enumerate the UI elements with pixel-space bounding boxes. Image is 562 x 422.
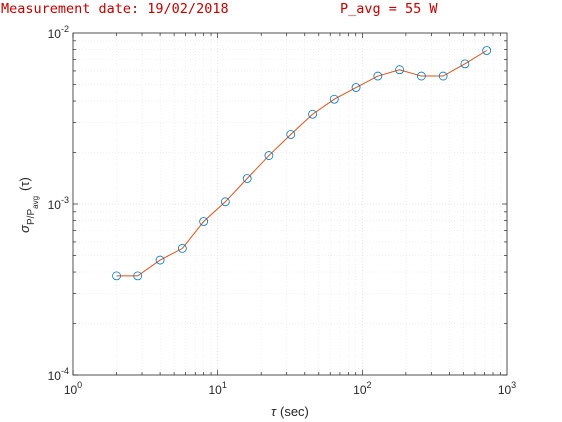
x-tick-label: 103: [498, 380, 516, 397]
y-tick-exponent: -4: [61, 366, 69, 376]
data-point: [177, 243, 187, 253]
y-axis-label: σP/Pavg (τ): [17, 177, 40, 233]
x-tick-base: 10: [208, 383, 222, 397]
y-tick-label: 10-2: [48, 24, 69, 41]
data-point: [351, 83, 361, 92]
x-axis-unit: (sec): [280, 404, 309, 419]
data-point: [264, 151, 274, 160]
measurement-date-label: Measurement date: 19/02/2018: [1, 1, 229, 17]
y-tick-label: 10-3: [48, 195, 69, 212]
data-point: [460, 59, 470, 69]
y-axis-subsubscript: avg: [31, 196, 40, 209]
y-tick-label: 10-4: [48, 366, 69, 383]
data-point: [373, 71, 383, 81]
x-tick-labels: 100 101 102 103: [64, 380, 516, 397]
x-tick-exponent: 2: [367, 380, 372, 390]
x-tick-label: 102: [353, 380, 371, 397]
x-tick-label: 100: [64, 380, 82, 397]
x-tick-label: 101: [208, 380, 226, 397]
data-point: [220, 197, 230, 207]
axes-box: [72, 32, 508, 376]
data-point: [112, 271, 121, 281]
x-axis-symbol: τ: [271, 404, 277, 419]
y-tick-base: 10: [48, 27, 62, 41]
average-power-label: P_avg = 55 W: [340, 1, 438, 17]
tick-marks: [72, 33, 507, 376]
data-point: [242, 174, 252, 183]
data-point: [199, 217, 209, 226]
y-tick-base: 10: [48, 198, 62, 212]
x-tick-exponent: 0: [77, 380, 82, 390]
x-tick-base: 10: [64, 383, 78, 397]
x-tick-base: 10: [498, 383, 512, 397]
data-point: [329, 94, 339, 104]
grid-lines: [73, 33, 507, 375]
data-point: [133, 271, 143, 281]
x-axis-label: τ (sec): [271, 404, 309, 419]
y-axis-argument: (τ): [17, 177, 32, 191]
y-axis-subscript: P/P: [26, 209, 37, 225]
y-tick-exponent: -3: [61, 195, 69, 205]
y-tick-exponent: -2: [61, 24, 69, 34]
y-axis-symbol: σ: [17, 224, 32, 233]
data-point: [482, 46, 492, 55]
data-point: [155, 255, 165, 265]
chart-header: Measurement date: 19/02/2018 P_avg = 55 …: [0, 0, 562, 20]
x-tick-exponent: 3: [511, 380, 516, 390]
x-tick-exponent: 1: [222, 380, 227, 390]
data-point: [395, 65, 405, 75]
y-tick-labels: 10-410-310-2: [48, 24, 69, 383]
data-point: [308, 109, 317, 119]
y-tick-base: 10: [48, 369, 62, 383]
data-markers: [112, 46, 492, 281]
data-point: [286, 130, 296, 139]
data-point: [416, 71, 426, 81]
data-point: [438, 71, 448, 81]
x-tick-base: 10: [353, 383, 367, 397]
